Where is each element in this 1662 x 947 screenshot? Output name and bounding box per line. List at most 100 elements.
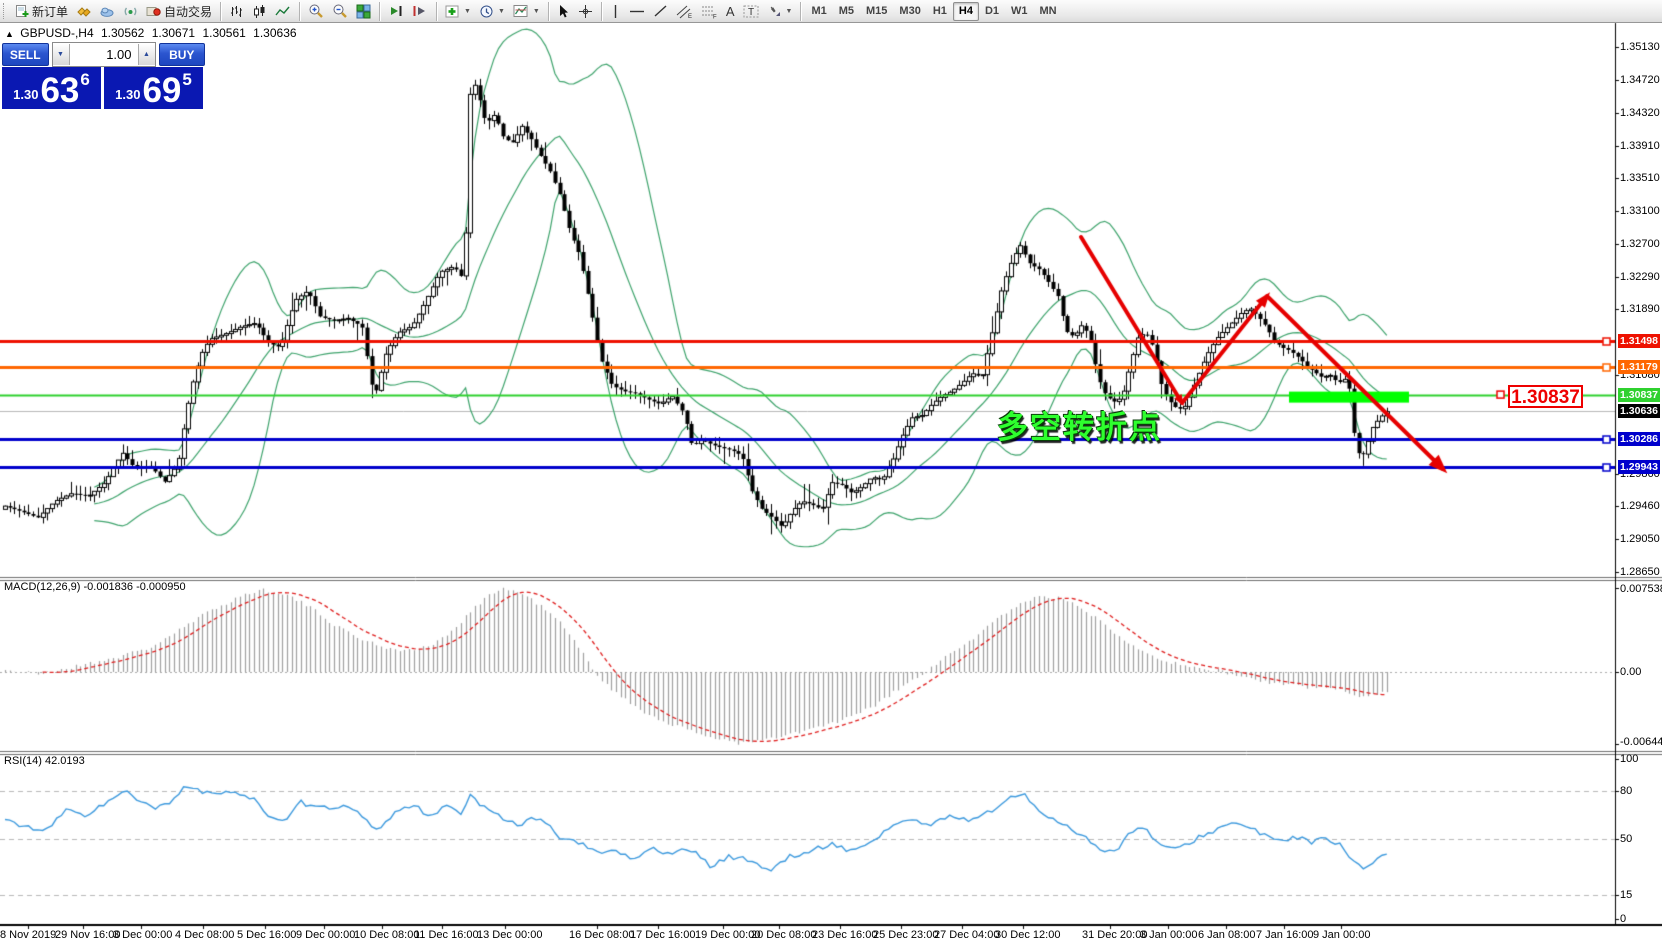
time-axis-label[interactable]: 17 Dec 16:00	[630, 929, 696, 941]
new-order-button[interactable]: 新订单	[11, 0, 72, 22]
timeframe-button[interactable]: MN	[1034, 2, 1063, 21]
line-chart-button[interactable]	[271, 0, 295, 22]
channel-tool-button[interactable]: E	[672, 0, 697, 22]
fibonacci-icon: F	[701, 4, 718, 19]
timeframe-button[interactable]: M5	[833, 2, 860, 21]
sell-price-pip: 6	[80, 70, 90, 89]
candle-chart-button[interactable]	[248, 0, 271, 22]
buy-price-pip: 5	[182, 70, 192, 89]
clock-icon	[479, 4, 494, 19]
market-button[interactable]	[95, 0, 119, 22]
zoom-out-button[interactable]	[328, 0, 352, 22]
buy-price-big: 69	[142, 71, 182, 111]
time-axis-label[interactable]: 11 Dec 16:00	[414, 929, 479, 941]
time-axis-label[interactable]: 10 Dec 08:00	[354, 929, 420, 941]
templates-button[interactable]: ▼	[509, 0, 544, 22]
time-axis-label[interactable]: 16 Dec 08:00	[569, 929, 635, 941]
time-axis-label[interactable]: 27 Dec 04:00	[934, 929, 1000, 941]
volume-input[interactable]	[69, 43, 138, 66]
periods-button[interactable]: ▼	[475, 0, 509, 22]
vline-tool-button[interactable]	[606, 0, 625, 22]
time-axis-label[interactable]: 3 Dec 00:00	[113, 929, 173, 941]
arrows-tool-button[interactable]: ▼	[764, 0, 797, 22]
price-level-badge[interactable]: 1.31498	[1618, 334, 1660, 349]
volume-decrease-button[interactable]: ▼	[52, 44, 70, 65]
time-axis-label[interactable]: 7 Jan 16:00	[1256, 929, 1314, 941]
autotrade-button[interactable]: 自动交易	[142, 0, 216, 22]
macd-label: MACD(12,26,9) -0.001836 -0.000950	[4, 581, 186, 593]
metaeditor-icon	[76, 4, 91, 18]
time-axis-label[interactable]: 6 Jan 08:00	[1198, 929, 1256, 941]
zoom-in-button[interactable]	[304, 0, 328, 22]
time-axis-label[interactable]: 8 Nov 2019	[0, 929, 57, 941]
tile-windows-button[interactable]	[352, 0, 375, 22]
price-axis-label: 1.35130	[1620, 41, 1660, 53]
price-level-badge[interactable]: 1.29943	[1618, 460, 1660, 474]
bar-chart-button[interactable]	[225, 0, 248, 22]
chart-annotation-text[interactable]: 多空转折点	[997, 410, 1162, 445]
timeframe-button[interactable]: M1	[805, 2, 832, 21]
time-axis-label[interactable]: 3 Jan 00:00	[1140, 929, 1198, 941]
price-level-badge[interactable]: 1.30286	[1618, 432, 1660, 447]
price-axis-label: 1.31890	[1620, 303, 1660, 316]
time-axis-label[interactable]: 31 Dec 20:00	[1082, 929, 1148, 941]
timeframe-button[interactable]: W1	[1005, 2, 1034, 21]
crosshair-icon	[578, 4, 593, 19]
arrows-tool-icon	[768, 4, 782, 18]
time-axis-label[interactable]: 9 Dec 00:00	[296, 929, 356, 941]
ohlc-open: 1.30562	[100, 26, 145, 40]
fibonacci-tool-button[interactable]: F	[697, 0, 722, 22]
collapse-panel-icon[interactable]: ▲	[5, 29, 14, 39]
cursor-tool-button[interactable]	[553, 0, 574, 22]
timeframe-button[interactable]: M30	[893, 2, 926, 21]
vertical-line-icon	[610, 4, 621, 19]
time-axis-label[interactable]: 19 Dec 00:00	[695, 929, 761, 941]
indicators-button[interactable]: ▼	[441, 0, 475, 22]
dropdown-caret-icon: ▼	[785, 7, 793, 15]
ohlc-high: 1.30671	[151, 26, 196, 40]
zoom-in-icon	[308, 3, 324, 19]
price-level-badge[interactable]: 1.30837	[1618, 387, 1660, 402]
sell-button[interactable]: SELL	[2, 43, 49, 66]
sell-price-display[interactable]: 1.30 63 6	[2, 67, 101, 109]
buy-price-display[interactable]: 1.30 69 5	[104, 67, 203, 109]
chart-shift-button[interactable]	[408, 0, 432, 22]
time-axis-label[interactable]: 5 Dec 16:00	[237, 929, 297, 941]
time-axis-label[interactable]: 9 Jan 00:00	[1313, 929, 1371, 941]
price-level-flag[interactable]: 1.30837	[1508, 385, 1583, 408]
signals-button[interactable]	[119, 0, 142, 22]
timeframe-button[interactable]: H4	[952, 1, 979, 21]
ohlc-low: 1.30561	[202, 26, 246, 40]
symbol-name: GBPUSD-,H4	[20, 26, 94, 40]
time-axis-label[interactable]: 29 Nov 16:00	[55, 929, 121, 941]
crosshair-tool-button[interactable]	[574, 0, 597, 22]
auto-scroll-icon	[388, 4, 404, 18]
macd-value-signal: -0.000950	[136, 581, 186, 593]
text-label-tool-button[interactable]: T	[739, 0, 764, 22]
price-axis-label: 1.33510	[1620, 172, 1660, 185]
buy-button[interactable]: BUY	[158, 43, 205, 66]
time-axis-label[interactable]: 4 Dec 08:00	[175, 929, 235, 941]
timeframe-button[interactable]: M15	[860, 2, 893, 21]
rsi-axis-label: 80	[1620, 785, 1633, 797]
time-axis-label[interactable]: 25 Dec 23:00	[873, 929, 939, 941]
time-axis-label[interactable]: 20 Dec 08:00	[751, 929, 817, 941]
toolbar-separator	[547, 1, 549, 21]
toolbar-separator	[299, 1, 301, 21]
text-tool-button[interactable]: A	[722, 0, 739, 22]
time-axis-label[interactable]: 30 Dec 12:00	[995, 929, 1061, 941]
price-level-badge[interactable]: 1.31179	[1618, 359, 1660, 374]
time-axis-label[interactable]: 23 Dec 16:00	[812, 929, 878, 941]
metaeditor-button[interactable]	[72, 0, 95, 22]
auto-scroll-button[interactable]	[384, 0, 408, 22]
sell-price-prefix: 1.30	[13, 87, 39, 102]
volume-increase-button[interactable]: ▲	[137, 44, 155, 65]
time-axis-label[interactable]: 13 Dec 00:00	[477, 929, 543, 941]
dropdown-caret-icon: ▼	[532, 7, 540, 15]
one-click-trade-panel: SELL ▼ ▲ BUY 1.30 63 6 1.30 69 5	[2, 42, 205, 109]
timeframe-button[interactable]: H1	[927, 2, 953, 21]
trendline-tool-button[interactable]	[649, 0, 672, 22]
timeframe-button[interactable]: D1	[979, 2, 1005, 21]
hline-tool-button[interactable]	[625, 0, 649, 22]
